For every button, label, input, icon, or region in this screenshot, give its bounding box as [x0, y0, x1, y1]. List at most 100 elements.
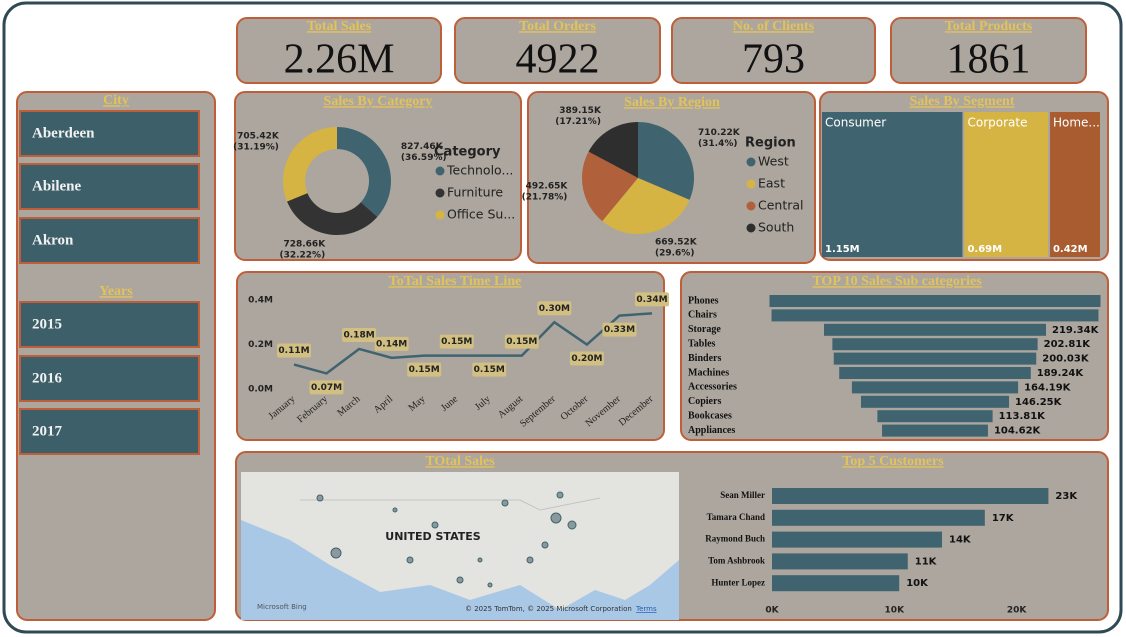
category-label: Sean Miller: [720, 490, 765, 500]
panel-title: Sales By Category: [324, 94, 433, 109]
label-box: [472, 362, 507, 377]
category-label: Bookcases: [688, 410, 732, 421]
category-label: Tamara Chand: [707, 512, 765, 522]
value-label: 200.03K: [1042, 354, 1090, 365]
label-box: [374, 336, 409, 351]
slicer-label[interactable]: Abilene: [32, 178, 82, 194]
slicer-item[interactable]: [19, 355, 200, 402]
bar: [832, 338, 1038, 351]
panel: [671, 17, 876, 84]
percent-label: (21.78%): [522, 192, 568, 202]
legend-label: East: [758, 176, 785, 191]
kpi-value: 1861: [947, 37, 1031, 83]
tile-label: Consumer: [825, 116, 886, 130]
legend-swatch: [746, 179, 756, 189]
map-bubble: [567, 520, 577, 530]
bar: [823, 323, 1047, 336]
value-label: 189.24K: [1037, 368, 1085, 379]
slice: [602, 178, 690, 235]
map-logo: Microsoft Bing: [257, 603, 307, 611]
category-label: Copiers: [688, 396, 721, 407]
category-label: Hunter Lopez: [711, 577, 765, 587]
label-box: [439, 334, 474, 349]
bar: [771, 309, 1099, 322]
value-label: 705.42K: [237, 132, 280, 142]
bar: [833, 352, 1037, 365]
map-bubble: [330, 547, 342, 559]
slicer-label[interactable]: 2015: [32, 316, 62, 332]
panel: [454, 17, 661, 84]
slicer-item[interactable]: [19, 217, 200, 264]
bar: [860, 395, 1010, 408]
value-label: 0.30M: [539, 304, 570, 314]
value-label: 0.15M: [506, 337, 537, 347]
slice: [337, 127, 392, 217]
map-border: [300, 497, 601, 511]
slicer-label[interactable]: Aberdeen: [32, 125, 95, 141]
panel-title: TOtal Sales: [425, 454, 495, 469]
tile-label: Home...: [1053, 116, 1100, 130]
category-label: Binders: [688, 353, 721, 364]
map-bubble: [550, 512, 562, 524]
panel-title: No. of Clients: [733, 19, 815, 34]
slicer-label[interactable]: Akron: [32, 232, 74, 248]
value-label: 0.20M: [571, 354, 602, 364]
bar: [772, 575, 900, 592]
category-label: Accessories: [688, 382, 737, 393]
kpi-value: 4922: [516, 37, 600, 83]
panel-title: Top 5 Customers: [842, 454, 944, 469]
bar: [877, 410, 993, 423]
map-bubble: [487, 582, 493, 588]
slicer-item[interactable]: [19, 301, 200, 348]
value-label: 1.15M: [825, 244, 860, 255]
panel: [236, 17, 442, 84]
value-label: 710.22K: [698, 128, 741, 138]
legend-label: West: [758, 154, 789, 169]
value-label: 219.34K: [1052, 325, 1100, 336]
label-box: [635, 292, 669, 307]
value-label: 104.62K: [994, 426, 1042, 437]
panel-title: Total Orders: [519, 19, 596, 34]
value-label: 0.18M: [344, 330, 375, 340]
panel: [890, 17, 1087, 84]
category-label: Raymond Buch: [705, 534, 765, 544]
legend-swatch: [746, 201, 756, 211]
slice: [588, 122, 638, 178]
slicer-item[interactable]: [19, 408, 200, 455]
x-tick-label: 10K: [885, 606, 906, 616]
label-box: [602, 322, 637, 337]
map-bubble: [501, 499, 509, 507]
tile: [1049, 112, 1100, 257]
percent-label: (36.59%): [401, 153, 447, 163]
bar: [772, 509, 985, 526]
legend-swatch: [435, 188, 445, 198]
label-box: [277, 343, 311, 358]
value-label: 17K: [992, 513, 1015, 524]
value-label: 10K: [906, 578, 929, 589]
slicer-item[interactable]: [19, 110, 200, 157]
map-bubble: [316, 494, 324, 502]
panel-title: ToTal Sales Time Line: [389, 274, 522, 289]
map-bubble: [541, 541, 549, 549]
category-label: Appliances: [688, 425, 735, 436]
panel-title: Total Products: [945, 19, 1033, 34]
value-label: 827.46K: [401, 142, 444, 152]
legend-label: South: [758, 220, 794, 235]
legend-label: Technolo...: [446, 163, 513, 178]
bar: [851, 381, 1019, 394]
slicer-item[interactable]: [19, 163, 200, 210]
bar: [769, 295, 1101, 307]
map-terms[interactable]: Terms: [635, 605, 657, 613]
value-label: 0.69M: [967, 244, 1002, 255]
category-label: Phones: [688, 295, 719, 306]
value-label: 146.25K: [1015, 397, 1063, 408]
category-label: Chairs: [688, 310, 717, 321]
category-label: Tables: [688, 338, 716, 349]
slicer-label[interactable]: 2017: [32, 423, 63, 439]
slicer-label[interactable]: 2016: [32, 370, 63, 386]
map-bubble: [456, 576, 464, 584]
legend-title: Region: [745, 136, 796, 151]
panel-title: City: [103, 93, 129, 108]
value-label: 0.34M: [636, 295, 667, 305]
map-bubble: [392, 507, 398, 513]
